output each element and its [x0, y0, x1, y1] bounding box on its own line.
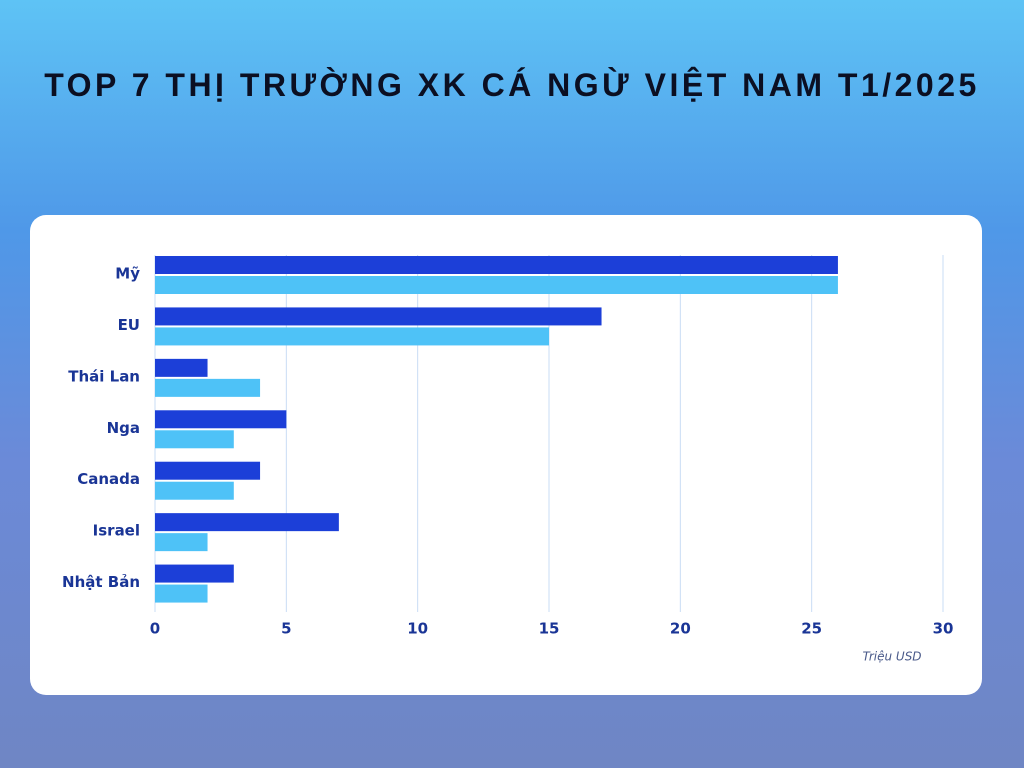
chart-title: TOP 7 THỊ TRƯỜNG XK CÁ NGỪ VIỆT NAM T1/2… [44, 67, 980, 103]
x-axis-label: Triệu USD [862, 650, 921, 664]
x-tick-label: 15 [539, 620, 560, 638]
bar [155, 533, 208, 552]
bar [155, 327, 549, 346]
chart-card [30, 215, 982, 695]
bar [155, 584, 208, 603]
y-tick-label: Canada [77, 470, 140, 488]
y-tick-label: Israel [93, 522, 140, 540]
y-tick-label: Nhật Bản [62, 573, 140, 591]
bar [155, 276, 838, 294]
x-tick-label: 30 [933, 620, 954, 638]
bar [155, 564, 234, 583]
bar [155, 378, 261, 397]
y-tick-label: Thái Lan [68, 367, 140, 385]
x-tick-label: 5 [281, 620, 291, 638]
bar [155, 256, 838, 274]
bar [155, 410, 287, 429]
bar [155, 513, 339, 532]
bar [155, 358, 208, 377]
x-tick-label: 25 [801, 620, 822, 638]
bar [155, 307, 602, 326]
bar [155, 481, 234, 500]
x-tick-label: 10 [407, 620, 428, 638]
y-tick-label: Mỹ [115, 265, 140, 283]
bar [155, 430, 234, 449]
bar [155, 461, 261, 480]
y-tick-label: EU [118, 316, 140, 334]
y-tick-label: Nga [107, 419, 140, 437]
x-tick-label: 20 [670, 620, 691, 638]
x-tick-label: 0 [150, 620, 160, 638]
